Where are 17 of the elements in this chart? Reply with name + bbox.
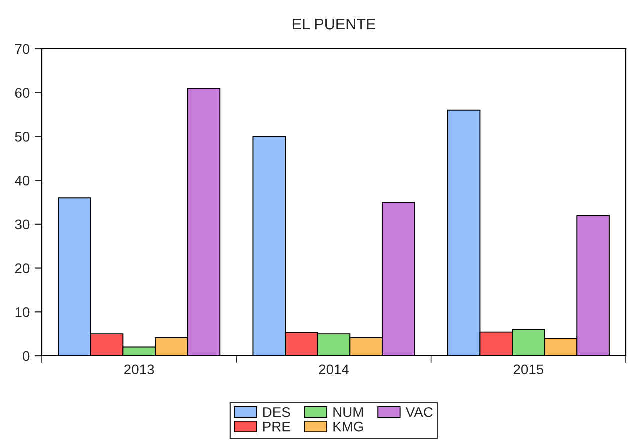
legend-label: NUM	[334, 408, 364, 418]
y-tick-label: 60	[15, 88, 30, 98]
y-tick-label: 40	[15, 176, 30, 186]
legend-label: KMG	[334, 422, 364, 432]
y-tick-label: 20	[15, 264, 30, 274]
y-tick-label: 30	[15, 220, 30, 230]
x-tick-label: 2014	[319, 364, 350, 375]
y-tick-label: 70	[15, 44, 30, 54]
legend-label: DES	[263, 407, 290, 418]
legend-label: VAC	[406, 407, 433, 418]
y-tick-label: 50	[15, 132, 30, 142]
chart-title: EL PUENTE	[293, 19, 376, 30]
x-tick-label: 2015	[514, 364, 544, 375]
x-tick-label: 2013	[124, 364, 154, 375]
y-tick-label: 0	[23, 351, 30, 362]
legend-label: PRE	[263, 422, 290, 432]
y-tick-label: 10	[16, 307, 30, 318]
